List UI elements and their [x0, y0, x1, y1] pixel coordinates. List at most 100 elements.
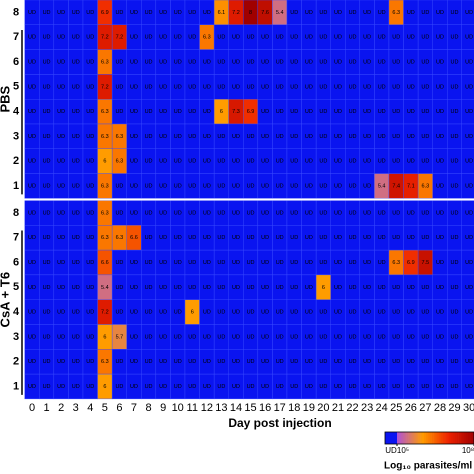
cell-label: UD — [334, 210, 342, 216]
cell-label: UD — [174, 235, 182, 241]
cell-label: UD — [378, 235, 386, 241]
cell-label: UD — [28, 183, 36, 189]
colorbar-segment — [468, 432, 471, 444]
cell-label: UD — [28, 310, 36, 316]
cell-label: UD — [305, 384, 313, 390]
cell-label: UD — [305, 183, 313, 189]
cell-label: UD — [392, 359, 400, 365]
cell-label: UD — [261, 235, 269, 241]
cell-label: UD — [28, 159, 36, 165]
cell-label: UD — [159, 285, 167, 291]
cell-label: UD — [305, 84, 313, 90]
heatmap-cell — [461, 373, 474, 400]
x-tick-label: 27 — [419, 402, 431, 414]
cell-label: UD — [378, 59, 386, 65]
cell-label: 7.2 — [101, 35, 109, 41]
cell-label: UD — [115, 10, 123, 16]
row-label: 2 — [13, 356, 19, 368]
cell-label: UD — [451, 384, 459, 390]
cell-label: UD — [188, 384, 196, 390]
cell-label: UD — [451, 210, 459, 216]
cell-label: UD — [203, 59, 211, 65]
cell-label: UD — [349, 134, 357, 140]
cell-label: UD — [349, 334, 357, 340]
cell-label: UD — [305, 359, 313, 365]
cell-label: UD — [392, 235, 400, 241]
cell-label: UD — [421, 285, 429, 291]
cell-label: UD — [349, 285, 357, 291]
colorbar-segment — [423, 432, 427, 444]
cell-label: UD — [159, 59, 167, 65]
cell-label: 6.3 — [101, 109, 109, 115]
cell-label: UD — [217, 159, 225, 165]
cell-label: UD — [159, 35, 167, 41]
cell-label: UD — [43, 35, 51, 41]
row-label: 7 — [13, 31, 19, 43]
cell-label: UD — [28, 210, 36, 216]
cell-label: UD — [174, 183, 182, 189]
cell-label: UD — [174, 285, 182, 291]
colorbar-ud-label: UD — [385, 446, 397, 455]
cell-label: UD — [421, 109, 429, 115]
cell-label: UD — [188, 35, 196, 41]
row-label: 6 — [13, 256, 19, 268]
cell-label: UD — [217, 84, 225, 90]
colorbar-segment — [412, 432, 415, 444]
cell-label: UD — [86, 84, 94, 90]
colorbar-ud — [385, 432, 397, 444]
cell-label: UD — [57, 260, 65, 266]
row-label: 1 — [13, 180, 19, 192]
x-tick-label: 20 — [317, 402, 329, 414]
cell-label: UD — [349, 210, 357, 216]
cell-label: UD — [305, 159, 313, 165]
cell-label: UD — [378, 384, 386, 390]
colorbar-segment — [431, 432, 434, 444]
cell-label: UD — [174, 159, 182, 165]
cell-label: UD — [145, 285, 153, 291]
cell-label: UD — [392, 159, 400, 165]
cell-label: UD — [43, 109, 51, 115]
cell-label: UD — [392, 285, 400, 291]
cell-label: UD — [290, 260, 298, 266]
cell-label: UD — [363, 285, 371, 291]
cell-label: UD — [159, 84, 167, 90]
cell-label: UD — [115, 183, 123, 189]
cell-label: UD — [290, 235, 298, 241]
cell-label: UD — [130, 35, 138, 41]
cell-label: UD — [43, 235, 51, 241]
cell-label: UD — [174, 359, 182, 365]
cell-label: UD — [130, 134, 138, 140]
cell-label: UD — [421, 359, 429, 365]
cell-label: UD — [465, 235, 473, 241]
cell-label: UD — [319, 235, 327, 241]
cell-label: UD — [407, 109, 415, 115]
cell-label: UD — [465, 334, 473, 340]
colorbar-segment — [418, 432, 421, 444]
cell-label: UD — [261, 310, 269, 316]
cell-label: UD — [217, 235, 225, 241]
cell-label: UD — [349, 10, 357, 16]
cell-label: UD — [261, 285, 269, 291]
cell-label: 6.3 — [422, 183, 430, 189]
cell-label: UD — [130, 210, 138, 216]
cell-label: UD — [421, 35, 429, 41]
x-tick-label: 24 — [376, 402, 388, 414]
cell-label: 6.3 — [392, 10, 400, 16]
cell-label: UD — [305, 310, 313, 316]
cell-label: UD — [363, 59, 371, 65]
cell-label: UD — [86, 159, 94, 165]
x-tick-label: 11 — [187, 402, 198, 414]
colorbar-segment — [460, 432, 463, 444]
colorbar-segment — [422, 432, 425, 444]
cell-label: UD — [86, 384, 94, 390]
cell-label: UD — [290, 334, 298, 340]
cell-label: UD — [159, 183, 167, 189]
cell-label: UD — [86, 359, 94, 365]
x-tick-label: 13 — [215, 402, 227, 414]
cell-label: UD — [421, 10, 429, 16]
cell-label: UD — [465, 159, 473, 165]
cell-label: UD — [407, 84, 415, 90]
cell-label: UD — [363, 334, 371, 340]
cell-label: UD — [276, 159, 284, 165]
colorbar-frame — [384, 431, 474, 445]
